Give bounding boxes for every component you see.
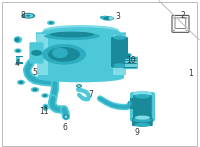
- Ellipse shape: [17, 80, 25, 85]
- Polygon shape: [130, 98, 134, 109]
- Ellipse shape: [63, 114, 69, 119]
- Ellipse shape: [132, 122, 136, 125]
- Ellipse shape: [42, 44, 86, 65]
- Ellipse shape: [127, 54, 131, 56]
- Ellipse shape: [119, 46, 123, 49]
- FancyBboxPatch shape: [123, 57, 138, 69]
- Text: 11: 11: [39, 107, 49, 116]
- Ellipse shape: [135, 116, 150, 120]
- Text: 7: 7: [89, 90, 93, 99]
- Ellipse shape: [41, 27, 121, 39]
- Ellipse shape: [76, 84, 82, 88]
- Text: 9: 9: [135, 128, 139, 137]
- Text: 4: 4: [15, 59, 19, 69]
- Ellipse shape: [103, 16, 114, 21]
- FancyBboxPatch shape: [133, 95, 152, 119]
- Ellipse shape: [113, 35, 126, 40]
- FancyBboxPatch shape: [29, 42, 44, 64]
- Ellipse shape: [24, 14, 33, 18]
- Ellipse shape: [50, 32, 94, 37]
- Ellipse shape: [135, 123, 150, 127]
- Ellipse shape: [31, 50, 42, 56]
- Ellipse shape: [127, 101, 132, 107]
- Ellipse shape: [26, 15, 31, 17]
- Ellipse shape: [47, 20, 55, 25]
- Ellipse shape: [31, 87, 39, 92]
- Ellipse shape: [109, 17, 114, 20]
- Polygon shape: [37, 34, 48, 75]
- Ellipse shape: [173, 30, 175, 31]
- Text: 10: 10: [126, 56, 136, 65]
- Polygon shape: [16, 56, 23, 57]
- Ellipse shape: [14, 36, 22, 43]
- Ellipse shape: [49, 22, 53, 24]
- Ellipse shape: [133, 91, 152, 97]
- Text: 6: 6: [63, 123, 67, 132]
- Polygon shape: [16, 56, 20, 64]
- Ellipse shape: [126, 53, 132, 57]
- Ellipse shape: [48, 47, 80, 62]
- Polygon shape: [36, 32, 126, 78]
- Polygon shape: [113, 35, 126, 75]
- Ellipse shape: [44, 105, 47, 110]
- Ellipse shape: [44, 32, 100, 40]
- Ellipse shape: [135, 94, 150, 98]
- Ellipse shape: [64, 115, 68, 118]
- Ellipse shape: [41, 93, 49, 98]
- FancyBboxPatch shape: [130, 92, 155, 122]
- Ellipse shape: [77, 85, 81, 87]
- FancyBboxPatch shape: [132, 118, 153, 126]
- Ellipse shape: [14, 48, 22, 53]
- Ellipse shape: [52, 48, 68, 58]
- Ellipse shape: [173, 17, 175, 19]
- Ellipse shape: [113, 63, 126, 67]
- Ellipse shape: [36, 74, 124, 82]
- Ellipse shape: [16, 49, 20, 52]
- Polygon shape: [16, 62, 23, 64]
- Ellipse shape: [14, 37, 20, 42]
- Ellipse shape: [133, 117, 152, 122]
- Text: 8: 8: [21, 11, 25, 20]
- Ellipse shape: [100, 16, 104, 19]
- Ellipse shape: [42, 104, 49, 111]
- Ellipse shape: [186, 17, 188, 19]
- Ellipse shape: [43, 94, 47, 97]
- Ellipse shape: [19, 81, 23, 84]
- Ellipse shape: [43, 25, 119, 35]
- Text: 5: 5: [33, 68, 37, 77]
- Ellipse shape: [186, 30, 188, 31]
- FancyBboxPatch shape: [124, 58, 137, 68]
- Ellipse shape: [22, 13, 35, 19]
- Text: 1: 1: [189, 69, 193, 78]
- Ellipse shape: [101, 16, 109, 20]
- Text: 3: 3: [116, 12, 120, 21]
- FancyBboxPatch shape: [111, 37, 128, 68]
- Text: 2: 2: [181, 11, 185, 20]
- Ellipse shape: [33, 88, 37, 91]
